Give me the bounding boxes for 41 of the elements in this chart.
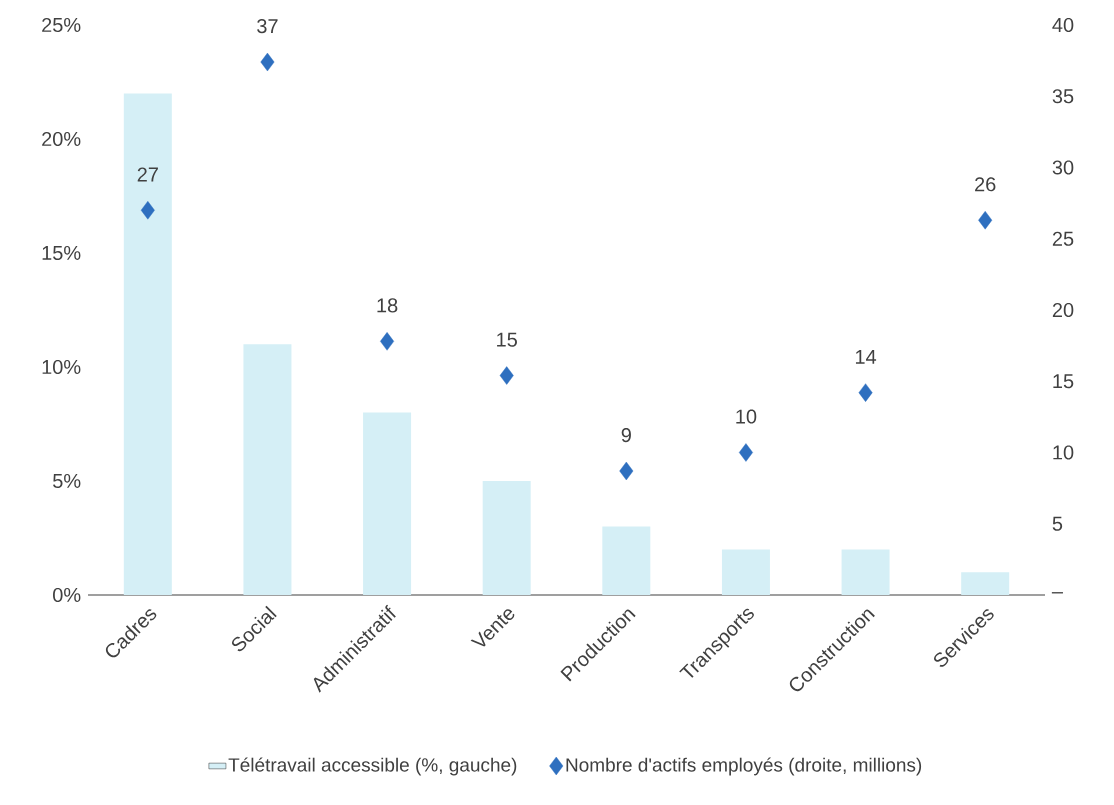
y2-tick-label: 10 [1053,445,1074,460]
y-tick-label: 15% [42,245,81,261]
data-label: 27 [137,167,158,182]
point [858,383,873,402]
y2-tick-label: 40 [1052,17,1074,33]
y-tick-label: 20% [42,131,81,147]
y2-tick-label: 5 [1052,516,1063,531]
data-label: 18 [377,298,398,313]
point [499,366,514,385]
bar [482,480,531,595]
data-label: 37 [257,19,278,34]
y2-tick-label: 30 [1052,160,1074,175]
data-label: 10 [736,409,757,424]
y2-tick-label: – [1051,592,1063,594]
y-tick-label: 25% [42,17,81,33]
point [140,201,155,220]
point [738,443,753,462]
point [260,52,275,72]
bar [721,549,770,595]
y2-tick-label: 20 [1052,302,1074,318]
bar [123,93,172,595]
point [978,211,993,230]
point [380,332,395,351]
data-label: 26 [975,177,996,192]
bar [841,549,890,595]
bar [363,412,412,595]
y-tick-label: 5% [53,473,81,489]
data-label: 15 [497,332,517,347]
y2-tick-label: 15 [1053,374,1074,389]
bar [602,526,651,595]
y-tick-label: 10% [42,359,81,375]
data-label: 14 [855,350,877,364]
legend-label: Nombre d'actifs employés (droite, millions) [566,757,922,776]
legend-label: Télétravail accessible (%, gauche) [228,757,517,776]
y2-tick-label: 25 [1052,231,1074,246]
y2-tick-label: 35 [1052,89,1074,104]
bar [961,572,1010,595]
point [619,461,634,481]
bar [243,344,292,595]
data-label: 9 [621,427,631,443]
y-tick-label: 0% [53,587,81,603]
